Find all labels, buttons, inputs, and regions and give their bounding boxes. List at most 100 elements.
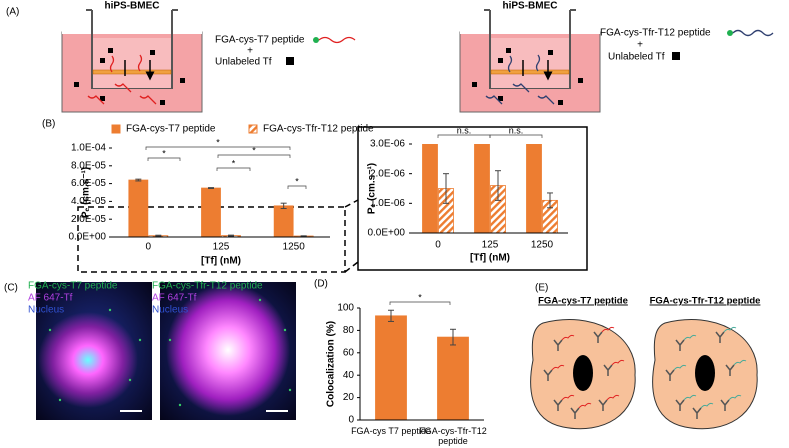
y-tick-label: 0.0E+00 bbox=[367, 228, 405, 239]
channel-label: FGA-cys-T7 peptide bbox=[28, 281, 118, 292]
receptor bbox=[725, 364, 735, 376]
peptide bbox=[728, 394, 742, 401]
x-tick-label: 125 bbox=[482, 240, 499, 251]
receptor bbox=[593, 331, 603, 343]
peptide bbox=[601, 326, 615, 333]
channel-label: Nucleus bbox=[152, 305, 188, 316]
receptor bbox=[715, 331, 725, 343]
error-bar bbox=[443, 173, 449, 204]
error-bar bbox=[450, 328, 456, 346]
x-tick-label-box: FGA-cys T7 peptide bbox=[351, 426, 431, 436]
nucleus bbox=[573, 355, 593, 391]
panel-label: (A) bbox=[6, 7, 19, 18]
unlabeled-label: Unlabeled Tf bbox=[608, 52, 665, 63]
y-axis-label: Pₑ (cm.s⁻¹) bbox=[367, 163, 378, 214]
peptide bbox=[700, 402, 714, 409]
cell-title: FGA-cys-Tfr-T12 peptide bbox=[650, 296, 761, 307]
significance-label: n.s. bbox=[457, 125, 472, 135]
legend-swatch bbox=[111, 124, 121, 134]
channel-label: AF 647-Tf bbox=[152, 293, 197, 304]
significance-bracket bbox=[216, 167, 251, 171]
receptor bbox=[553, 339, 563, 351]
y-tick-label: 2.0E-06 bbox=[370, 168, 405, 179]
well-diagram bbox=[459, 9, 601, 113]
panel-label: (C) bbox=[4, 283, 18, 294]
receptor bbox=[553, 399, 563, 411]
chart: 0.0E+00 2.0E-05 4.0E-05 6.0E-05 8.0E-05 1.0E-… bbox=[68, 124, 374, 267]
panel-label: (D) bbox=[314, 279, 328, 290]
y-tick-label: 80 bbox=[343, 325, 355, 336]
bar bbox=[128, 179, 149, 238]
peptide bbox=[673, 364, 687, 371]
x-axis-label: [Tf] (nM) bbox=[470, 253, 510, 264]
inset-box bbox=[357, 126, 588, 271]
receptor bbox=[720, 399, 730, 411]
peptide bbox=[683, 394, 697, 401]
bar bbox=[422, 144, 438, 233]
peptide bbox=[578, 402, 592, 409]
y-tick-label: 8.0E-05 bbox=[71, 160, 106, 171]
unlabeled-label: Unlabeled Tf bbox=[215, 57, 272, 68]
receptor bbox=[692, 407, 702, 419]
legend-label: FGA-cys-T7 peptide bbox=[126, 124, 216, 135]
channel-label: AF 647-Tf bbox=[28, 293, 73, 304]
panel-label: (B) bbox=[42, 119, 55, 130]
x-axis-label: [Tf] (nM) bbox=[201, 256, 241, 267]
bar bbox=[437, 336, 469, 421]
y-tick-label: 2.0E-05 bbox=[71, 214, 106, 225]
peptide bbox=[683, 334, 697, 341]
x-tick-label: 1250 bbox=[283, 242, 306, 253]
y-tick-label: 4.0E-05 bbox=[71, 196, 106, 207]
peptide bbox=[606, 394, 620, 401]
peptide bbox=[611, 359, 625, 366]
nucleus bbox=[695, 355, 715, 391]
significance-label: * bbox=[232, 158, 236, 168]
x-tick-label: 0 bbox=[146, 242, 152, 253]
plus: + bbox=[247, 46, 253, 57]
panel-label: (E) bbox=[535, 283, 548, 294]
receptor bbox=[675, 399, 685, 411]
y-tick-label: 60 bbox=[343, 347, 355, 358]
receptor bbox=[603, 364, 613, 376]
significance-bracket bbox=[145, 146, 291, 150]
receptor bbox=[570, 407, 580, 419]
cell-title: FGA-cys-T7 peptide bbox=[538, 296, 628, 307]
y-axis-label: Colocalization (%) bbox=[326, 321, 337, 407]
significance-bracket bbox=[147, 157, 181, 161]
bar bbox=[474, 144, 490, 233]
micrograph bbox=[36, 282, 152, 420]
bar bbox=[201, 187, 221, 238]
y-tick-label: 6.0E-05 bbox=[71, 178, 106, 189]
x-tick-label-box: FGA-cys-Tfr-T12 peptide bbox=[419, 426, 487, 446]
y-axis-label: Pₑ (cm.s⁻¹) bbox=[81, 167, 92, 218]
y-tick-label: 1.0E-04 bbox=[71, 143, 106, 154]
y-tick-label: 0 bbox=[348, 415, 354, 426]
error-bar bbox=[135, 178, 142, 182]
y-tick-label: 100 bbox=[337, 303, 354, 314]
x-tick-label: 125 bbox=[213, 242, 230, 253]
error-bar bbox=[208, 187, 214, 189]
chart: 0 20 40 60 80 100 FGA-cys T7 peptideFGA-cys-Tf… bbox=[326, 292, 487, 446]
receptor bbox=[675, 339, 685, 351]
channel-label: FGA-cys-Tfr-T12 peptide bbox=[152, 281, 263, 292]
error-bar bbox=[388, 309, 394, 322]
bar bbox=[273, 205, 294, 238]
peptide bbox=[551, 364, 565, 371]
well-title: hiPS-BMEC bbox=[503, 1, 558, 12]
significance-bracket bbox=[489, 134, 543, 138]
peptide bbox=[733, 359, 747, 366]
peptide bbox=[561, 394, 575, 401]
bar bbox=[375, 315, 407, 421]
y-tick-label: 3.0E-06 bbox=[370, 139, 405, 150]
legend-label: FGA-cys-Tfr-T12 peptide bbox=[263, 124, 374, 135]
receptor bbox=[598, 399, 608, 411]
significance-bracket bbox=[389, 301, 451, 305]
significance-bracket bbox=[287, 185, 307, 189]
bar bbox=[526, 144, 542, 233]
channel-label: Nucleus bbox=[28, 305, 64, 316]
well-diagram bbox=[61, 9, 203, 113]
y-tick-label: 40 bbox=[343, 370, 355, 381]
legend-swatch bbox=[248, 124, 258, 134]
peptide bbox=[561, 334, 575, 341]
